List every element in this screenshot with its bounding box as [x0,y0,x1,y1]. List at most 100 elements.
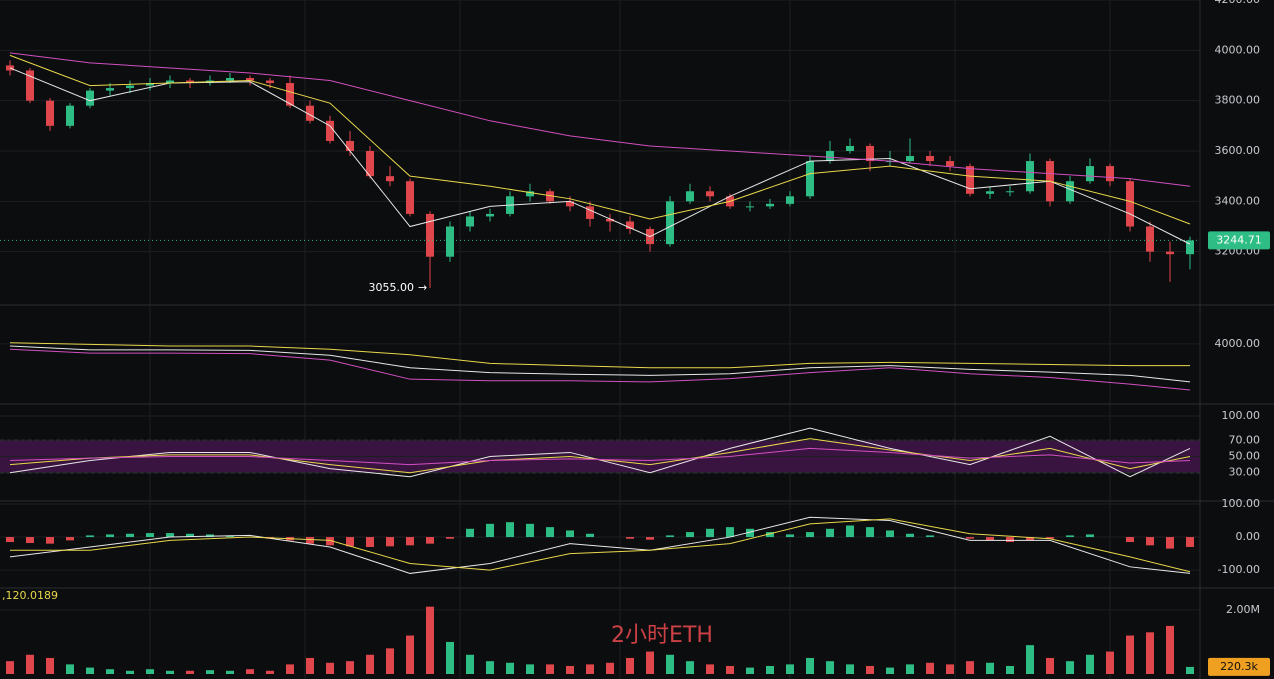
macd-bar [186,533,194,538]
volume-bar [846,664,854,674]
last-price-box [1208,231,1270,250]
volume-bar [906,664,914,674]
macd-bar [6,537,14,543]
candle-body [1186,240,1194,255]
volume-bar [1046,657,1054,674]
y-tick-label: 3600.00 [1215,144,1261,157]
candle-body [826,151,834,162]
volume-bar [26,654,34,674]
volume-bar [46,657,54,674]
macd-bar [1066,535,1074,538]
candle-body [686,191,694,202]
volume-bar [686,661,694,674]
candle-body [766,203,774,207]
macd-bar [966,537,974,539]
y-tick-label: 4200.00 [1215,0,1261,6]
macd-bar [1166,537,1174,549]
y-tick-label: 3800.00 [1215,94,1261,107]
macd-bar [1086,534,1094,538]
y-tick-label: 2.00M [1226,603,1260,616]
macd-bar [766,532,774,538]
macd-bar [66,537,74,541]
candle-body [626,221,634,230]
volume-bar [1006,665,1014,674]
volume-bar [1106,651,1114,674]
candle-body [66,105,74,126]
indicator-line [9,516,1191,574]
macd-bar [806,532,814,538]
macd-bar [626,537,634,539]
macd-bar [1026,537,1034,541]
y-tick-label: 50.00 [1229,450,1261,463]
macd-bar [786,534,794,538]
volume-bar [126,670,134,674]
macd-bar [106,534,114,538]
candle-body [166,80,174,84]
macd-bar [926,535,934,538]
volume-bar [486,661,494,674]
volume-bar [466,654,474,674]
macd-bar [326,537,334,546]
volume-bar [286,664,294,674]
candle-body [546,191,554,202]
volume-bar [6,661,14,674]
candle-body [606,218,614,222]
macd-bar [486,523,494,538]
volume-bar [666,654,674,674]
candle-body [86,90,94,106]
candle-body [106,88,114,91]
candle-body [1126,181,1134,227]
volume-bar [306,657,314,674]
candle-body [326,120,334,141]
macd-bar [1146,537,1154,546]
macd-bar [146,533,154,538]
macd-bar [906,533,914,538]
volume-bar [806,657,814,674]
candle-body [386,176,394,182]
indicator-line [9,342,1190,369]
candle-body [926,156,934,162]
volume-bar [1126,635,1134,674]
macd-bar [666,535,674,538]
candle-body [1106,166,1114,182]
volume-bar [926,662,934,674]
watermark: 2小时ETH [611,623,713,648]
volume-bar [386,648,394,674]
candle-body [866,145,874,162]
volume-bar [506,662,514,674]
low-arrow: → [418,281,427,294]
macd-bar [126,533,134,538]
volume-bar [66,664,74,674]
candle-body [746,206,754,208]
macd-bar [866,527,874,538]
volume-bar [326,662,334,674]
candle-body [226,78,234,81]
macd-bar [506,522,514,538]
indicator-line [10,518,1191,573]
candle-body [1086,166,1094,182]
candle-body [966,166,974,194]
volume-bar [1146,632,1154,674]
volume-bar [966,661,974,674]
y-tick-label: -100.00 [1218,563,1260,576]
candle-body [346,140,354,151]
last-price-label: 3244.71 [1216,233,1262,246]
macd-bar [1046,537,1054,539]
volume-bar [726,665,734,674]
macd-bar [406,537,414,546]
indicator-line [9,67,1191,245]
candle-body [1026,161,1034,192]
macd-bar [1186,537,1194,547]
candle-body [806,161,814,197]
volume-bar [546,664,554,674]
volume-bar [106,669,114,674]
candle-body [246,78,254,81]
y-tick-label: 100.00 [1222,497,1261,510]
volume-bar [1066,661,1074,674]
volume-bar [946,664,954,674]
candle-body [526,191,534,197]
y-tick-label: 30.00 [1229,466,1261,479]
candle-body [426,213,434,257]
candle-body [466,216,474,227]
